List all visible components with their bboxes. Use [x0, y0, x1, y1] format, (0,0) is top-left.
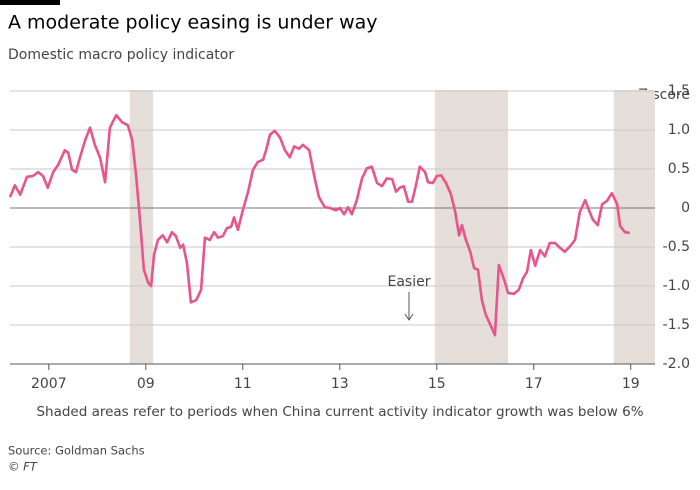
brand-bar: [0, 0, 60, 5]
y-tick-label: -0.5: [663, 239, 690, 255]
x-tick-label: 2007: [31, 376, 67, 392]
chart-title: A moderate policy easing is under way: [8, 12, 378, 34]
annotation-arrowhead: [404, 313, 414, 321]
y-tick-label: 1.0: [668, 122, 690, 138]
note: Shaded areas refer to periods when China…: [36, 404, 643, 420]
x-tick-label: 09: [137, 376, 155, 392]
series-line: [8, 113, 630, 337]
x-tick-label: 13: [331, 376, 349, 392]
y-tick-label: -1.5: [663, 317, 690, 333]
y-tick-label: 1.5: [668, 83, 690, 99]
x-tick-label: 11: [234, 376, 252, 392]
y-tick-label: -1.0: [663, 278, 690, 294]
annotation: Easier: [388, 274, 431, 290]
x-tick-label: 17: [525, 376, 543, 392]
x-tick-label: 19: [622, 376, 640, 392]
y-tick-label: -2.0: [663, 356, 690, 372]
shaded-period: [434, 90, 509, 364]
chart-subtitle: Domestic macro policy indicator: [8, 47, 234, 63]
y-tick-label: 0: [681, 200, 690, 216]
x-tick-label: 15: [428, 376, 446, 392]
credit: © FT: [8, 460, 38, 474]
y-tick-label: 0.5: [668, 161, 690, 177]
source: Source: Goldman Sachs: [8, 444, 145, 458]
